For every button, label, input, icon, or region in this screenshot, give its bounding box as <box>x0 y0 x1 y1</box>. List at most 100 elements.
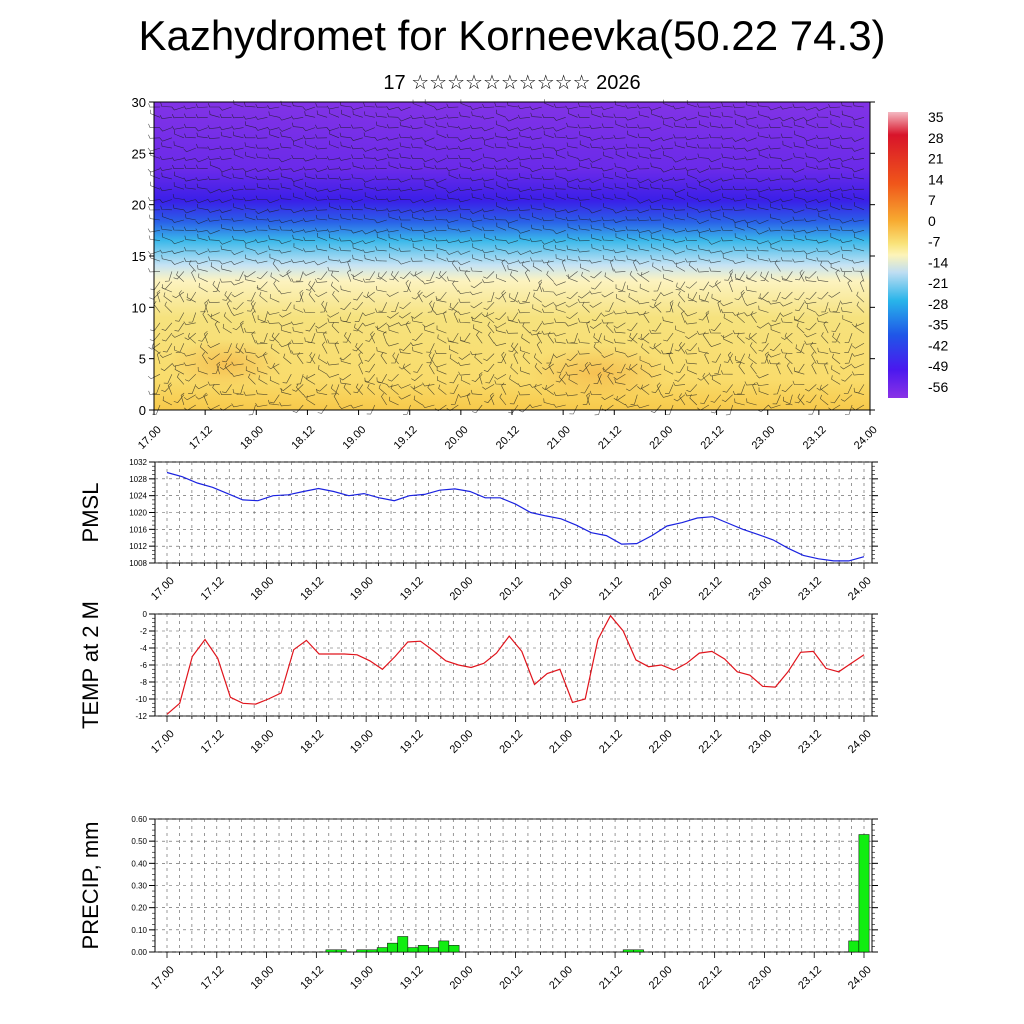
wind-barb <box>797 393 805 406</box>
wind-barb <box>614 378 626 385</box>
x-tick-label: 22.00 <box>647 575 675 603</box>
wind-barb <box>603 203 614 211</box>
wind-barb <box>398 106 411 111</box>
wind-barb <box>827 250 841 256</box>
wind-barb <box>208 256 220 262</box>
wind-barb <box>162 396 173 406</box>
wind-barb <box>471 193 483 200</box>
wind-barb <box>708 343 721 347</box>
wind-barb <box>852 267 865 272</box>
wind-barb <box>267 105 280 110</box>
wind-barb <box>732 104 745 109</box>
wind-barb <box>423 246 435 252</box>
wind-barb <box>488 331 495 344</box>
wind-barb <box>386 106 399 110</box>
wind-barb <box>303 166 316 171</box>
wind-barb <box>183 198 196 203</box>
wind-barb <box>210 313 220 324</box>
wind-barb <box>221 384 232 394</box>
wind-barb <box>207 188 220 194</box>
wind-barb <box>375 256 387 262</box>
wind-barb <box>806 394 817 403</box>
wind-barb <box>660 137 674 141</box>
wind-barb <box>494 132 507 139</box>
wind-barb <box>534 363 543 375</box>
wind-barb <box>499 393 507 406</box>
wind-barb <box>851 116 865 121</box>
wind-barb <box>232 388 244 395</box>
wind-barb <box>207 343 220 349</box>
wind-barb <box>806 120 817 128</box>
wind-barb <box>601 123 614 128</box>
wind-barb <box>399 163 411 169</box>
wind-barb <box>772 291 781 302</box>
wind-barb <box>183 394 196 401</box>
wind-barb <box>513 351 519 365</box>
wind-barb <box>258 375 268 385</box>
wind-barb <box>815 158 829 163</box>
wind-barb <box>495 192 507 200</box>
wind-barb <box>672 117 686 122</box>
wind-barb <box>378 302 387 312</box>
wind-barb <box>470 351 483 356</box>
wind-barb <box>663 274 674 282</box>
wind-barb <box>245 213 256 221</box>
wind-barb <box>638 110 650 118</box>
wind-barb <box>472 222 483 231</box>
wind-barb <box>290 115 304 120</box>
wind-barb <box>651 110 662 118</box>
wind-barb <box>616 395 626 406</box>
wind-barb <box>816 226 829 231</box>
wind-barb <box>327 195 339 200</box>
wind-barb <box>844 332 853 343</box>
wind-barb <box>636 178 650 184</box>
wind-barb <box>529 331 542 336</box>
wind-barb <box>458 125 471 130</box>
wind-barb <box>248 404 256 416</box>
wind-barb <box>732 312 745 316</box>
wind-barb <box>554 338 566 344</box>
wind-barb <box>376 121 387 128</box>
wind-barb <box>339 101 351 108</box>
wind-barb <box>279 226 292 231</box>
wind-barb <box>757 101 769 108</box>
wind-barb <box>517 206 530 211</box>
wind-barb <box>386 207 399 212</box>
wind-barb <box>354 323 363 334</box>
wind-barb <box>758 343 769 352</box>
wind-barb <box>351 271 363 278</box>
wind-barb <box>757 255 769 262</box>
wind-barb <box>255 353 268 358</box>
x-tick-label: 20.00 <box>448 728 476 756</box>
wind-barb <box>219 199 232 204</box>
wind-barb <box>386 291 399 297</box>
wind-barb <box>231 113 244 119</box>
wind-barb <box>246 302 256 312</box>
wind-barb <box>208 353 220 360</box>
x-tick-label: 21.00 <box>547 728 575 756</box>
x-tick-label: 21.12 <box>597 575 625 603</box>
wind-barb <box>601 312 614 317</box>
wind-barb <box>410 135 423 140</box>
wind-barb <box>696 268 709 273</box>
wind-barb <box>757 131 769 139</box>
wind-barb <box>613 373 626 380</box>
wind-barb <box>509 293 519 303</box>
wind-barb <box>457 250 471 255</box>
wind-barb <box>684 258 697 263</box>
wind-barb <box>505 250 519 255</box>
wind-barb <box>732 197 745 202</box>
wind-barb <box>590 281 602 290</box>
wind-barb <box>161 172 172 180</box>
wind-barb <box>591 110 602 118</box>
wind-barb <box>386 342 399 347</box>
wind-barb <box>553 238 566 243</box>
wind-barb <box>684 116 697 121</box>
wind-barb <box>553 147 566 152</box>
wind-barb <box>159 353 173 358</box>
wind-barb <box>541 330 554 335</box>
wind-barb <box>795 271 805 281</box>
wind-barb <box>543 398 554 406</box>
y-tick-label: 15 <box>132 249 146 264</box>
